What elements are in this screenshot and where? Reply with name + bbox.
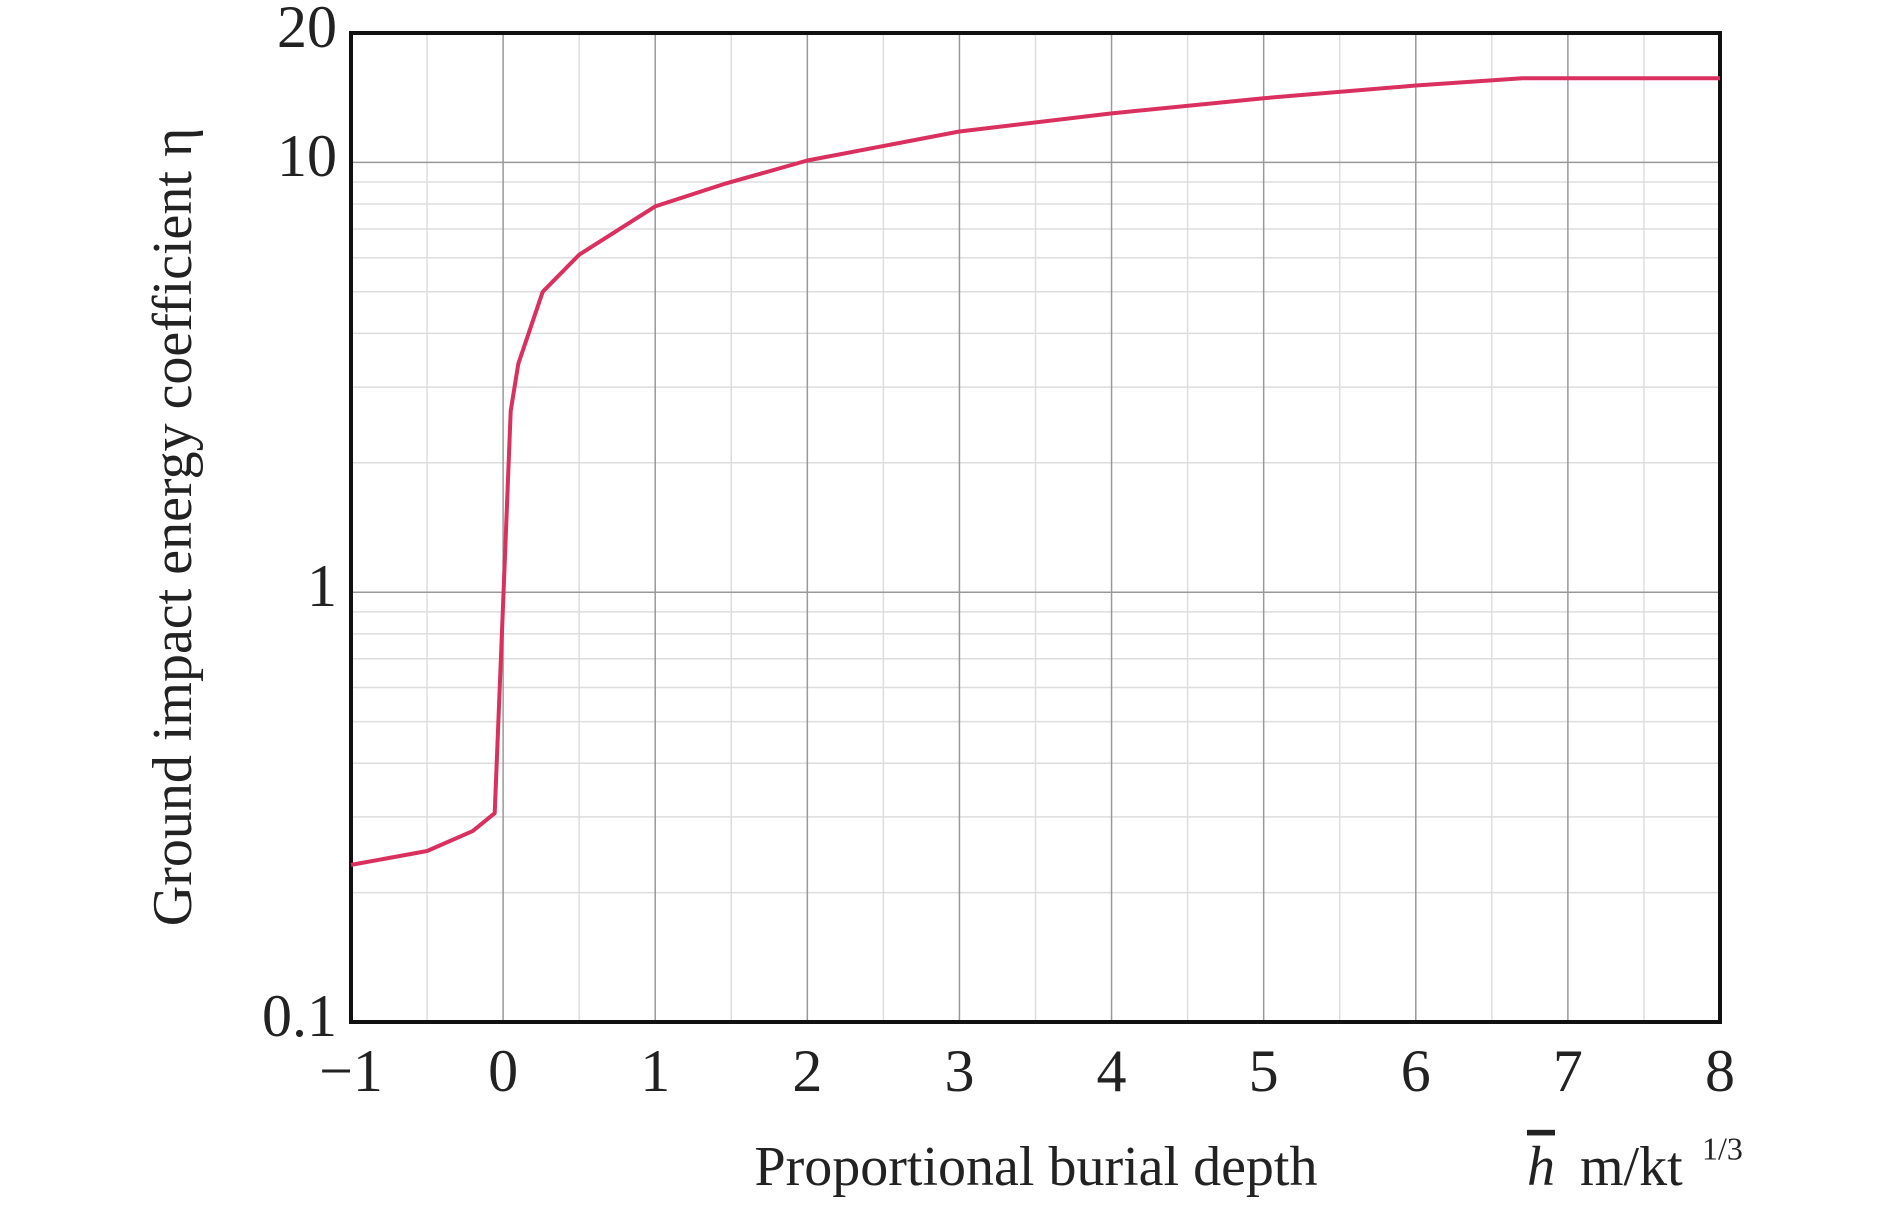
x-tick-label: 2 <box>792 1038 822 1104</box>
x-tick-label: 4 <box>1097 1038 1127 1104</box>
y-tick-label: 1 <box>307 553 337 619</box>
x-axis-label: Proportional burial depth <box>754 1136 1317 1198</box>
x-unit: m/kt <box>1580 1136 1683 1198</box>
x-unit-exponent: 1/3 <box>1702 1130 1743 1166</box>
x-tick-label: 3 <box>944 1038 974 1104</box>
x-tick-label: 5 <box>1249 1038 1279 1104</box>
y-tick-label: 20 <box>277 0 337 60</box>
x-tick-label: −1 <box>319 1038 383 1104</box>
x-tick-label: 6 <box>1401 1038 1431 1104</box>
y-axis-label: Ground impact energy coefficient η <box>142 128 204 927</box>
x-tick-label: 7 <box>1553 1038 1583 1104</box>
data-line <box>350 76 1720 867</box>
x-tick-label: 1 <box>640 1038 670 1104</box>
y-tick-label: 0.1 <box>262 983 337 1049</box>
x-tick-label: 0 <box>488 1038 518 1104</box>
x-tick-label: 8 <box>1705 1038 1735 1104</box>
y-tick-label: 10 <box>277 123 337 189</box>
plot-frame <box>349 31 1722 1024</box>
x-unit-symbol: h <box>1527 1136 1555 1198</box>
